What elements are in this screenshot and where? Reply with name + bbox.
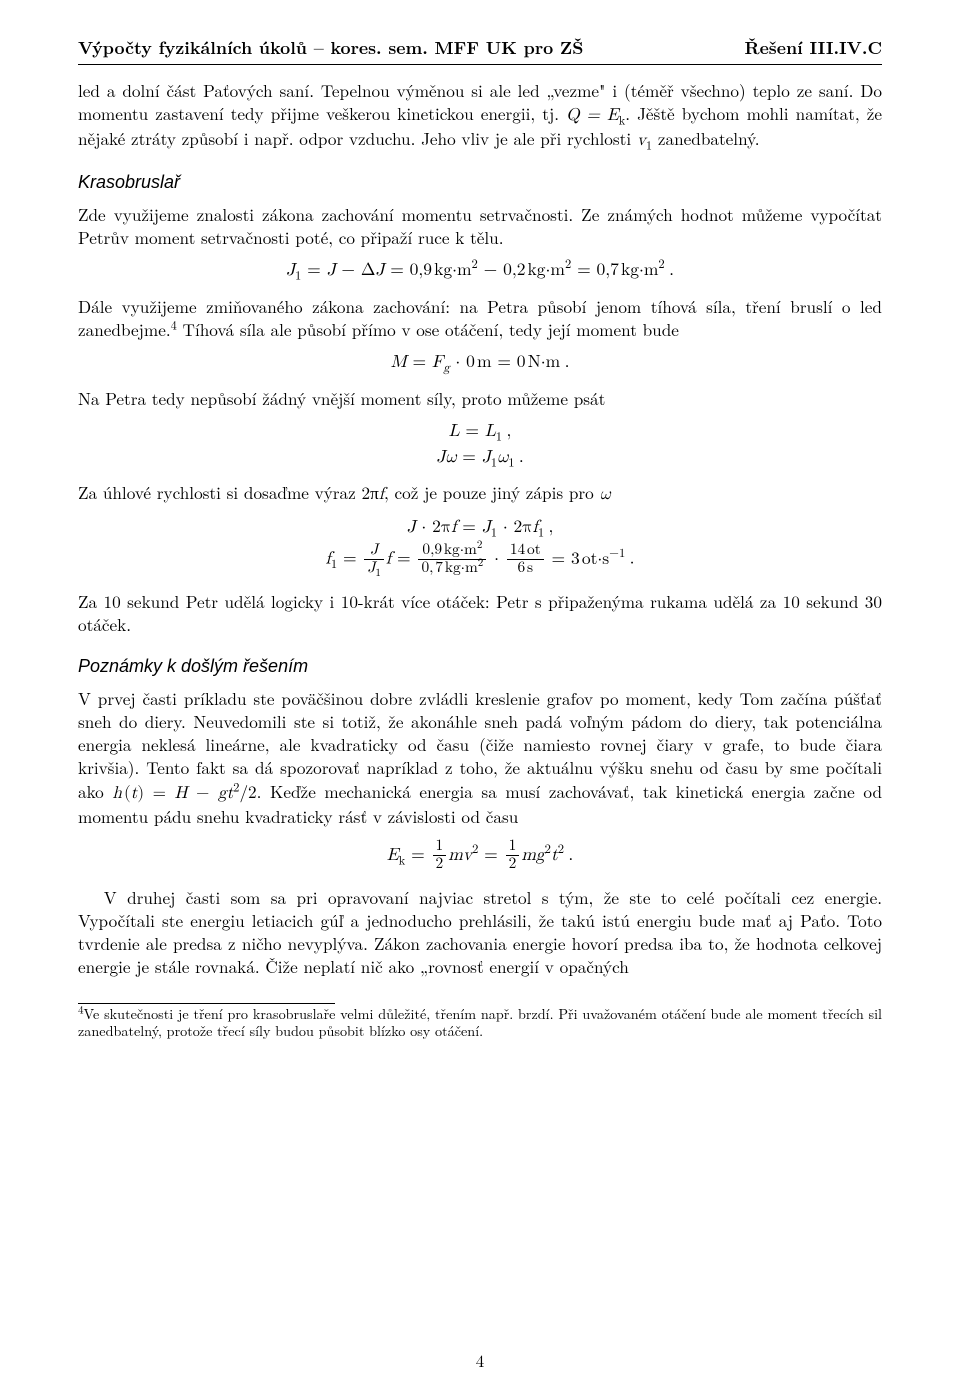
paragraph-1c: zanedbatelný. xyxy=(652,126,759,150)
paragraph-3: Dále využijeme zmiňovaného zákona zachov… xyxy=(78,295,882,341)
math-h-t: h(t) = H − gt2/2 xyxy=(112,785,256,802)
paragraph-5a: Za úhlové rychlosti si dosaďme výraz 2π xyxy=(78,480,379,504)
equation-f1: J · 2πf = J1 · 2πf1, f1 = JJ1f = 0,9kg·m… xyxy=(78,516,882,578)
paragraph-4: Na Petra tedy nepůsobí žádný vnější mome… xyxy=(78,387,882,410)
paragraph-1: led a dolní část Paťových saní. Tepelnou… xyxy=(78,79,882,153)
section-title-krasobruslar: Krasobruslař xyxy=(78,170,882,194)
equation-L: L = L1, Jω = J1ω1. xyxy=(78,420,882,469)
equation-Ek: Ek = 12mv2 = 12mg2t2. xyxy=(78,838,882,874)
paragraph-2: Zde využijeme znalosti zákona zachování … xyxy=(78,203,882,249)
running-header: Výpočty fyzikálních úkolů – kores. sem. … xyxy=(78,36,882,60)
paragraph-3b: Tíhová síla ale působí přímo v ose otáče… xyxy=(177,317,679,341)
paragraph-5: Za úhlové rychlosti si dosaďme výraz 2πf… xyxy=(78,481,882,506)
math-omega: ω xyxy=(599,486,610,503)
equation-J1: J1 = J − ΔJ = 0,9kg·m2 − 0,2kg·m2 = 0,7k… xyxy=(78,259,882,283)
header-left: Výpočty fyzikálních úkolů – kores. sem. … xyxy=(78,36,583,60)
page-number: 4 xyxy=(0,1349,960,1372)
paragraph-5b: , což je pouze jiný zápis pro xyxy=(384,480,599,504)
footnote-4: 4Ve skutečnosti je tření pro krasobrusla… xyxy=(78,1006,882,1042)
section-title-poznamky: Poznámky k došlým řešením xyxy=(78,654,882,678)
equation-M: M = Fg · 0m = 0N·m. xyxy=(78,351,882,375)
math-v1: v1 xyxy=(637,132,652,149)
header-right: Řešení III.IV.C xyxy=(744,36,882,60)
paragraph-6: Za 10 sekund Petr udělá logicky i 10-krá… xyxy=(78,590,882,636)
paragraph-8: V druhej časti som sa pri opravovaní naj… xyxy=(78,886,882,979)
header-rule xyxy=(78,64,882,65)
math-Q-equals-Ek: Q = Ek xyxy=(566,107,625,124)
page: Výpočty fyzikálních úkolů – kores. sem. … xyxy=(0,0,960,1394)
footnote-text: Ve skutečnosti je tření pro krasobruslař… xyxy=(78,1004,882,1042)
paragraph-7: V prvej časti príkladu ste poväčšinou do… xyxy=(78,687,882,828)
